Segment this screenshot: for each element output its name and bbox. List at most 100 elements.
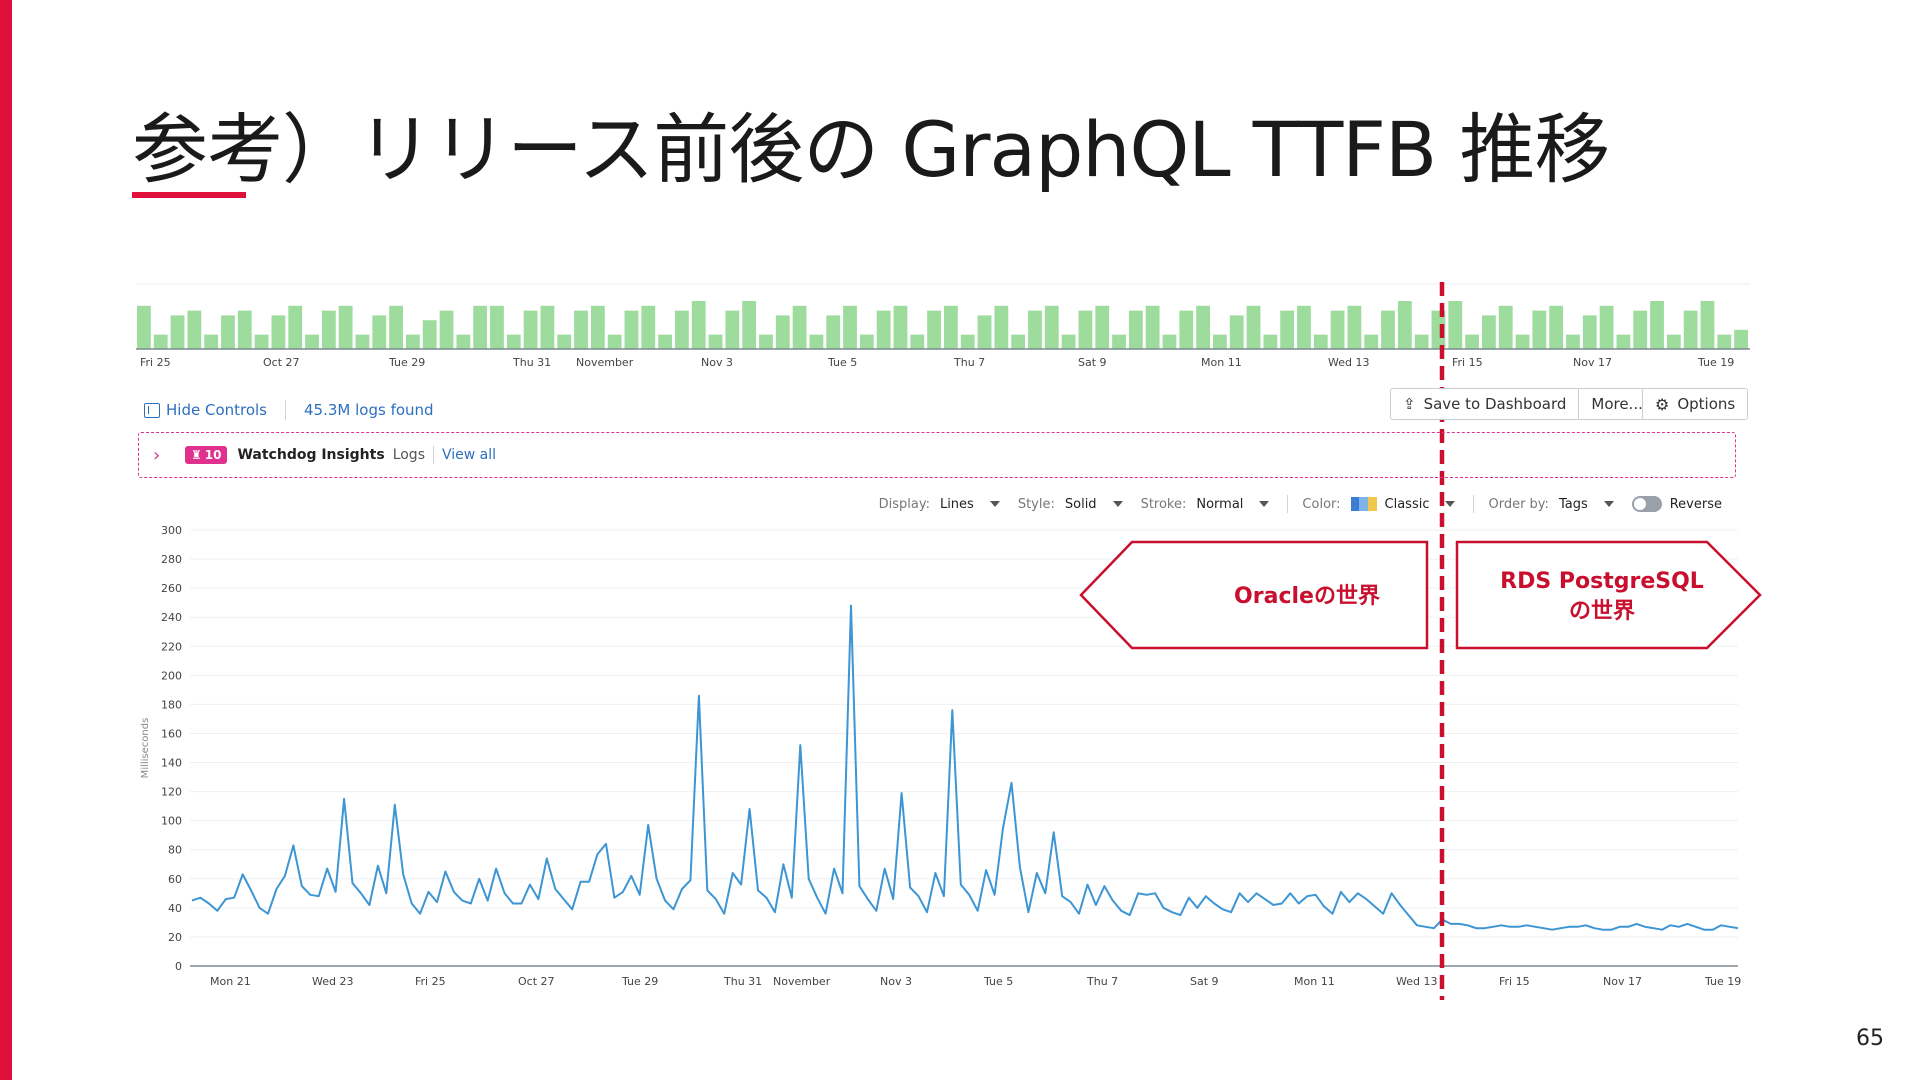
timeline-bar[interactable] — [1263, 334, 1278, 349]
timeline-bar[interactable] — [288, 305, 303, 349]
timeline-bar[interactable] — [1683, 310, 1698, 349]
timeline-bar[interactable] — [389, 305, 403, 349]
timeline-bar[interactable] — [1482, 315, 1496, 349]
timeline-bar[interactable] — [439, 310, 454, 349]
timeline-bar[interactable] — [658, 334, 672, 349]
caret-down-icon[interactable] — [1112, 501, 1123, 507]
timeline-bar[interactable] — [137, 305, 151, 349]
caret-down-icon[interactable] — [1445, 501, 1456, 507]
timeline-bar[interactable] — [876, 310, 891, 349]
timeline-bar[interactable] — [1196, 305, 1210, 349]
timeline-bar[interactable] — [1128, 310, 1143, 349]
timeline-bar[interactable] — [1061, 334, 1076, 349]
timeline-bar[interactable] — [1666, 334, 1681, 349]
timeline-bar[interactable] — [1414, 334, 1429, 349]
view-all-link[interactable]: View all — [442, 447, 497, 463]
style-select[interactable]: Solid — [1064, 496, 1097, 512]
timeline-bar[interactable] — [456, 334, 471, 349]
timeline-bar[interactable] — [1448, 301, 1463, 349]
timeline-bar[interactable] — [809, 334, 824, 349]
timeline-bar[interactable] — [473, 305, 488, 349]
timeline-bar[interactable] — [1700, 301, 1715, 349]
timeline-bar[interactable] — [170, 315, 185, 349]
timeline-bar[interactable] — [893, 305, 908, 349]
order-by-select[interactable]: Tags — [1558, 496, 1588, 512]
timeline-bar[interactable] — [1229, 315, 1244, 349]
timeline-bar[interactable] — [1162, 334, 1177, 349]
more-button[interactable]: More... — [1578, 389, 1655, 419]
timeline-bar[interactable] — [1364, 334, 1379, 349]
timeline-bar[interactable] — [1381, 310, 1395, 349]
timeline-bar[interactable] — [557, 334, 572, 349]
timeline-bar[interactable] — [1246, 305, 1261, 349]
timeline-bar[interactable] — [355, 334, 370, 349]
hide-controls-button[interactable]: Hide Controls — [144, 401, 267, 419]
timeline-bar[interactable] — [204, 334, 219, 349]
timeline-bar[interactable] — [540, 305, 555, 349]
save-to-dashboard-button[interactable]: ⇪ Save to Dashboard — [1391, 389, 1578, 419]
timeline-bar[interactable] — [641, 305, 656, 349]
timeline-bar[interactable] — [1582, 315, 1597, 349]
caret-down-icon[interactable] — [1259, 501, 1270, 507]
chevron-right-icon[interactable]: › — [153, 444, 161, 466]
timeline-bar[interactable] — [1011, 334, 1026, 349]
timeline-bar[interactable] — [305, 334, 319, 349]
timeline-bar[interactable] — [607, 334, 622, 349]
timeline-bar[interactable] — [574, 310, 588, 349]
reverse-toggle[interactable] — [1631, 496, 1662, 512]
timeline-bar[interactable] — [506, 334, 521, 349]
timeline-bar[interactable] — [1498, 305, 1513, 349]
timeline-bar[interactable] — [422, 320, 437, 349]
display-select[interactable]: Lines — [939, 496, 974, 512]
timeline-bar[interactable] — [826, 315, 841, 349]
timeline-bar[interactable] — [1532, 310, 1547, 349]
timeline-bar[interactable] — [759, 334, 773, 349]
timeline-bar[interactable] — [1465, 334, 1479, 349]
timeline-bar[interactable] — [775, 315, 790, 349]
timeline-bar[interactable] — [994, 305, 1009, 349]
timeline-bar[interactable] — [1616, 334, 1631, 349]
timeline-bar[interactable] — [1028, 310, 1042, 349]
timeline-bar[interactable] — [221, 315, 235, 349]
timeline-bar[interactable] — [523, 310, 538, 349]
timeline-bar[interactable] — [1280, 310, 1295, 349]
timeline-bar[interactable] — [1633, 310, 1648, 349]
ttfb-series-line[interactable] — [191, 604, 1739, 931]
timeline-bar[interactable] — [742, 301, 757, 349]
timeline-bar[interactable] — [927, 310, 941, 349]
timeline-bar[interactable] — [1397, 301, 1412, 349]
timeline-bar[interactable] — [1044, 305, 1059, 349]
timeline-bar[interactable] — [187, 310, 202, 349]
caret-down-icon[interactable] — [989, 501, 1000, 507]
timeline-bar[interactable] — [1112, 334, 1126, 349]
timeline-bar[interactable] — [1515, 334, 1530, 349]
color-select[interactable]: Classic — [1384, 496, 1430, 512]
timeline-bar[interactable] — [859, 334, 874, 349]
timeline-bar[interactable] — [338, 305, 353, 349]
timeline-bar[interactable] — [372, 315, 387, 349]
timeline-bar[interactable] — [406, 334, 420, 349]
timeline-bar[interactable] — [725, 310, 740, 349]
timeline-bar[interactable] — [910, 334, 925, 349]
timeline-bar[interactable] — [1549, 305, 1564, 349]
timeline-bar[interactable] — [1213, 334, 1227, 349]
timeline-bar[interactable] — [1095, 305, 1110, 349]
timeline-bar[interactable] — [1599, 305, 1614, 349]
timeline-bar[interactable] — [1078, 310, 1093, 349]
timeline-bar[interactable] — [254, 334, 269, 349]
timeline-bar[interactable] — [1297, 305, 1311, 349]
timeline-bar[interactable] — [708, 334, 723, 349]
timeline-bar[interactable] — [1145, 305, 1160, 349]
timeline-bar[interactable] — [977, 315, 992, 349]
timeline-bar[interactable] — [1330, 310, 1345, 349]
timeline-bar[interactable] — [1431, 310, 1446, 349]
timeline-bar[interactable] — [321, 310, 336, 349]
timeline-bar[interactable] — [1650, 301, 1664, 349]
timeline-bar[interactable] — [792, 305, 807, 349]
timeline-bar[interactable] — [960, 334, 975, 349]
timeline-bar[interactable] — [153, 334, 168, 349]
timeline-bar[interactable] — [271, 315, 286, 349]
timeline-bar[interactable] — [1734, 329, 1748, 349]
timeline-bar[interactable] — [691, 301, 706, 349]
timeline-bar[interactable] — [624, 310, 639, 349]
